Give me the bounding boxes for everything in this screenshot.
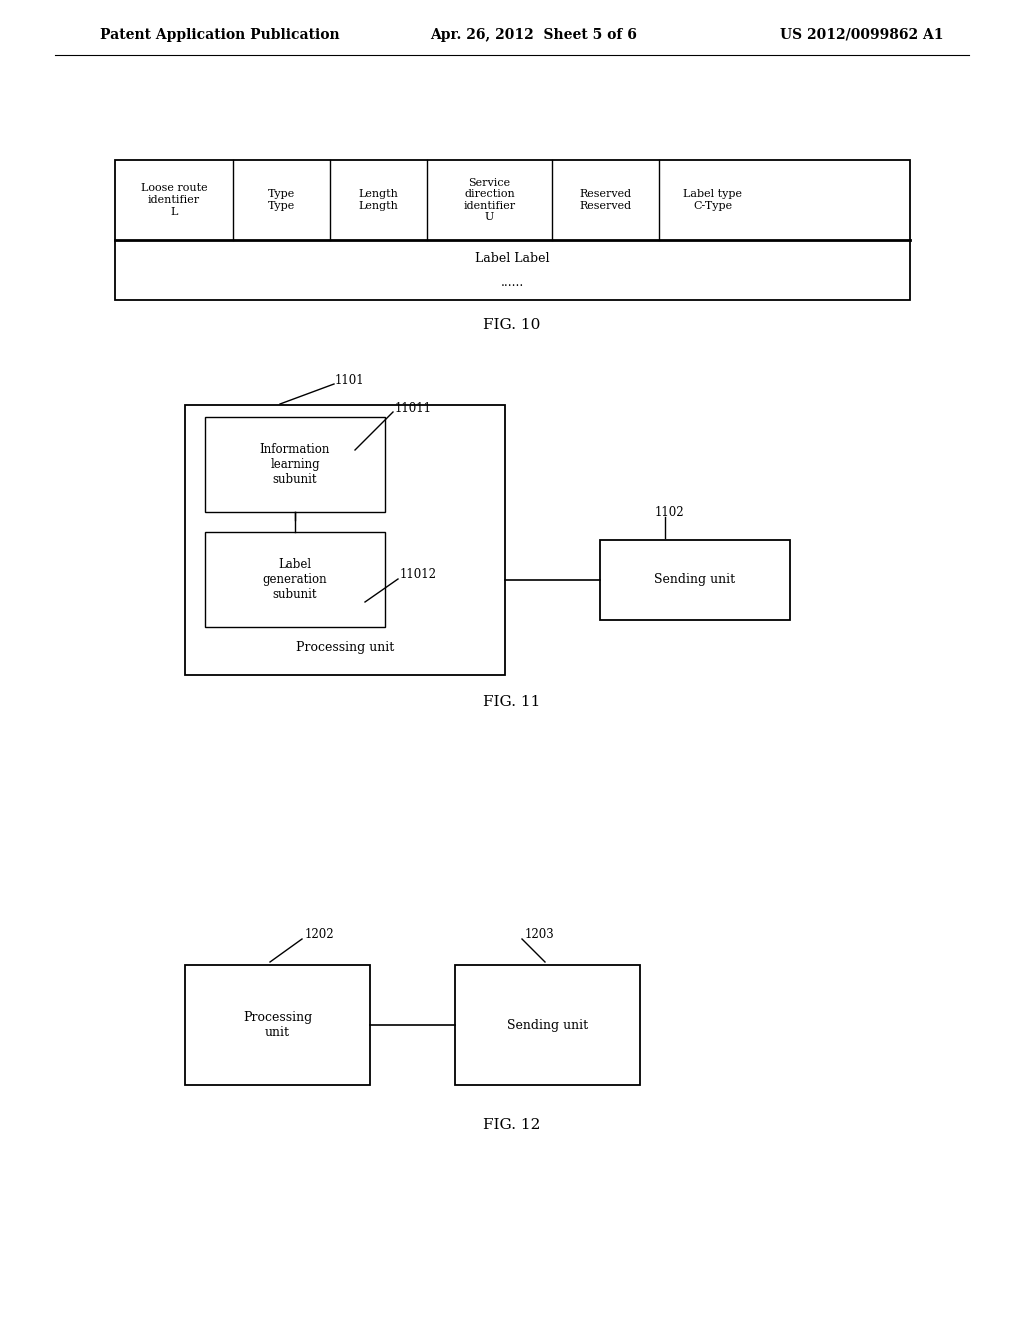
Text: 11012: 11012 bbox=[400, 569, 437, 582]
Text: Label Label: Label Label bbox=[475, 252, 550, 264]
Text: ......: ...... bbox=[501, 276, 524, 289]
Bar bbox=[185, 405, 505, 675]
Text: Loose route
identifier
L: Loose route identifier L bbox=[140, 183, 207, 216]
Text: 1101: 1101 bbox=[335, 374, 365, 387]
Text: 1102: 1102 bbox=[655, 506, 685, 519]
Text: Processing
unit: Processing unit bbox=[243, 1011, 312, 1039]
Text: Type
Type: Type Type bbox=[267, 189, 295, 211]
Text: Processing unit: Processing unit bbox=[296, 640, 394, 653]
Bar bbox=[205, 532, 385, 627]
Text: Label
generation
subunit: Label generation subunit bbox=[263, 558, 328, 601]
Bar bbox=[185, 965, 370, 1085]
Text: FIG. 12: FIG. 12 bbox=[483, 1118, 541, 1133]
Text: Information
learning
subunit: Information learning subunit bbox=[260, 444, 330, 486]
Bar bbox=[115, 160, 910, 300]
Text: 1202: 1202 bbox=[305, 928, 335, 941]
Text: 11011: 11011 bbox=[395, 401, 432, 414]
Bar bbox=[600, 540, 790, 620]
Text: FIG. 11: FIG. 11 bbox=[483, 696, 541, 709]
Text: FIG. 10: FIG. 10 bbox=[483, 318, 541, 333]
Text: US 2012/0099862 A1: US 2012/0099862 A1 bbox=[780, 28, 943, 42]
Bar bbox=[455, 965, 640, 1085]
Text: Reserved
Reserved: Reserved Reserved bbox=[580, 189, 632, 211]
Bar bbox=[205, 417, 385, 512]
Text: Patent Application Publication: Patent Application Publication bbox=[100, 28, 340, 42]
Text: Length
Length: Length Length bbox=[358, 189, 398, 211]
Text: Label type
C-Type: Label type C-Type bbox=[683, 189, 742, 211]
Text: Sending unit: Sending unit bbox=[654, 573, 735, 586]
Text: Apr. 26, 2012  Sheet 5 of 6: Apr. 26, 2012 Sheet 5 of 6 bbox=[430, 28, 637, 42]
Text: Service
direction
identifier
U: Service direction identifier U bbox=[464, 178, 515, 222]
Text: 1203: 1203 bbox=[525, 928, 555, 941]
Text: Sending unit: Sending unit bbox=[507, 1019, 588, 1031]
